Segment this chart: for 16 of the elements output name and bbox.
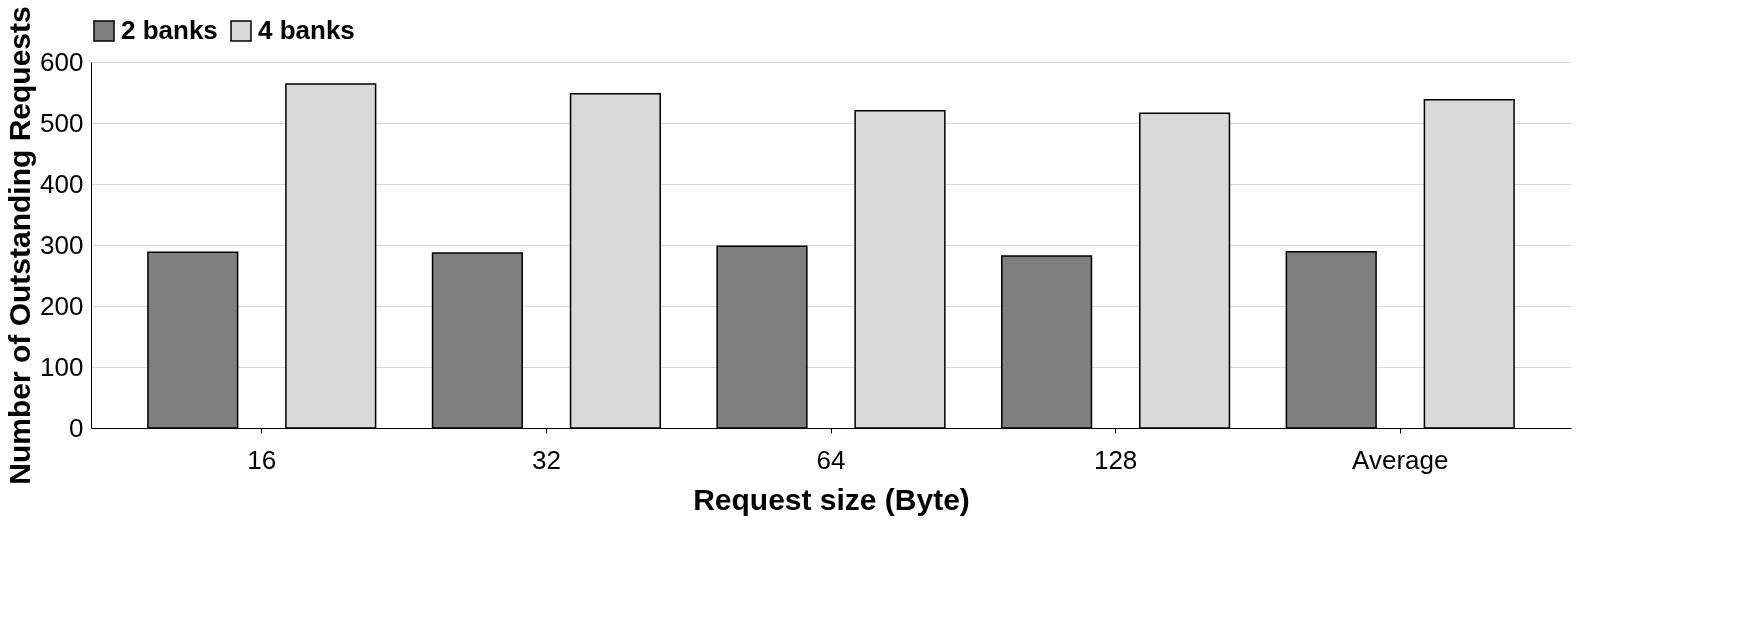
- y-tick-label: 200: [40, 290, 84, 321]
- x-tick-label: 128: [1093, 444, 1138, 475]
- y-axis-title: Number of Outstanding Requests: [3, 6, 37, 485]
- y-tick-label: 400: [40, 168, 84, 199]
- y-tick-label: 300: [40, 229, 84, 260]
- x-axis-title: Request size (Byte): [693, 482, 970, 516]
- x-tick-label: 64: [816, 444, 846, 475]
- legend-label: 2 banks: [121, 15, 218, 45]
- y-tick-label: 600: [40, 46, 84, 77]
- legend-label: 4 banks: [258, 15, 355, 45]
- y-tick-label: 0: [69, 412, 84, 443]
- x-tick-label: 16: [247, 444, 277, 475]
- x-tick-label: 32: [531, 444, 561, 475]
- y-tick-label: 100: [40, 351, 84, 382]
- x-tick-label: Average: [1352, 444, 1449, 475]
- y-tick-label: 500: [40, 107, 84, 138]
